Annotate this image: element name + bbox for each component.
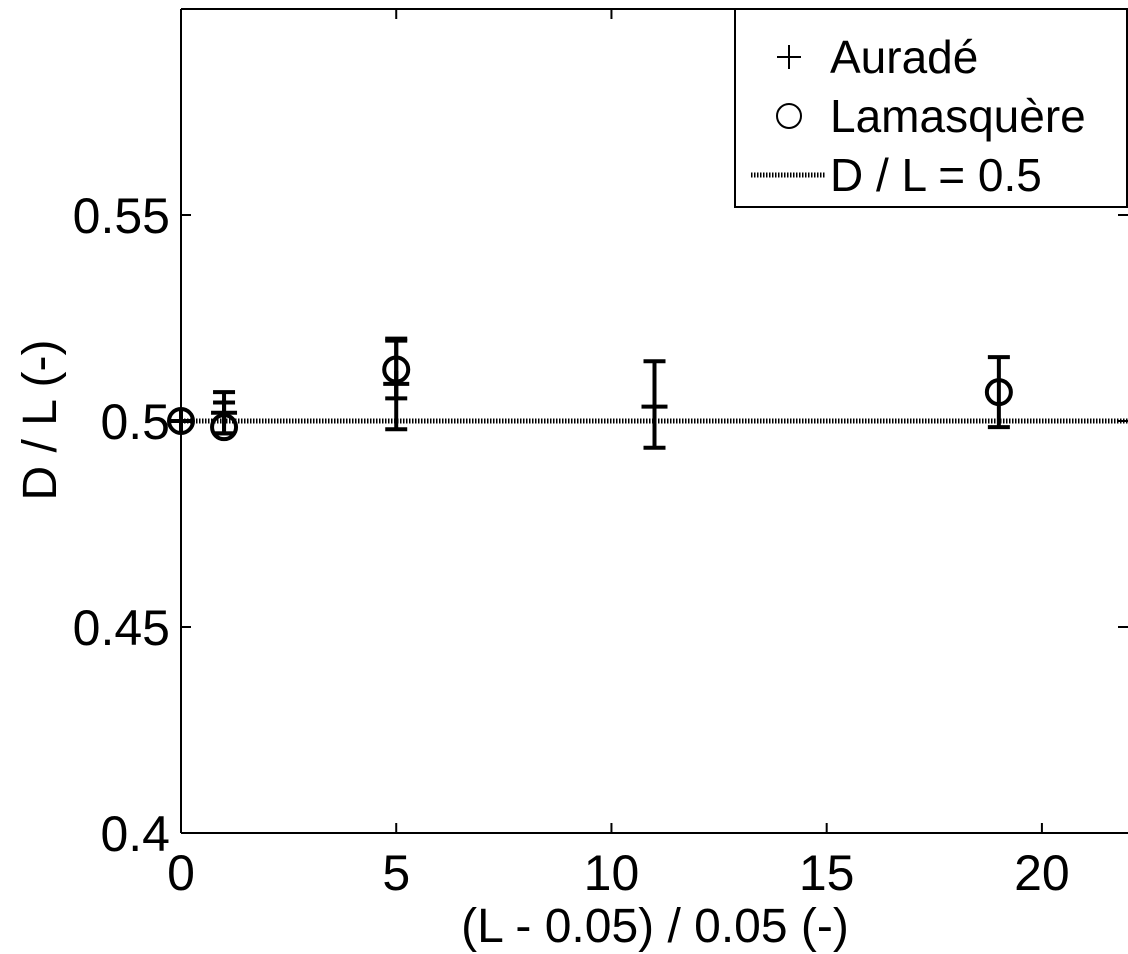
x-tick-label: 20 <box>1014 845 1070 901</box>
data-point-circle <box>984 378 1013 407</box>
x-tick-label: 0 <box>167 845 195 901</box>
legend-label-reference: D / L = 0.5 <box>830 149 1042 201</box>
y-tick-label: 0.45 <box>73 600 170 656</box>
x-tick-label: 10 <box>584 845 640 901</box>
data-marks <box>167 336 1013 450</box>
legend: Auradé Lamasquère D / L = 0.5 <box>734 8 1128 208</box>
data-point-circle <box>382 355 411 384</box>
y-tick-label: 0.5 <box>100 394 170 450</box>
series-circle <box>167 338 1013 442</box>
legend-marker-circle <box>776 103 802 129</box>
x-axis-label: (L - 0.05) / 0.05 (-) <box>461 900 849 953</box>
axis-ticks: 0 5 10 15 20 0.4 0.45 0.5 0.55 <box>73 9 1128 901</box>
x-tick-label: 5 <box>382 845 410 901</box>
data-point-circle <box>210 413 239 442</box>
legend-label-aurade: Auradé <box>830 31 978 83</box>
data-point-circle <box>167 407 195 435</box>
legend-marker-plus <box>777 45 801 69</box>
legend-label-lamasquere: Lamasquère <box>830 90 1086 142</box>
x-tick-label: 15 <box>799 845 855 901</box>
y-axis-label: D / L (-) <box>14 340 67 501</box>
series-plus <box>168 336 668 450</box>
y-tick-label: 0.55 <box>73 188 170 244</box>
y-tick-label: 0.4 <box>100 806 170 862</box>
